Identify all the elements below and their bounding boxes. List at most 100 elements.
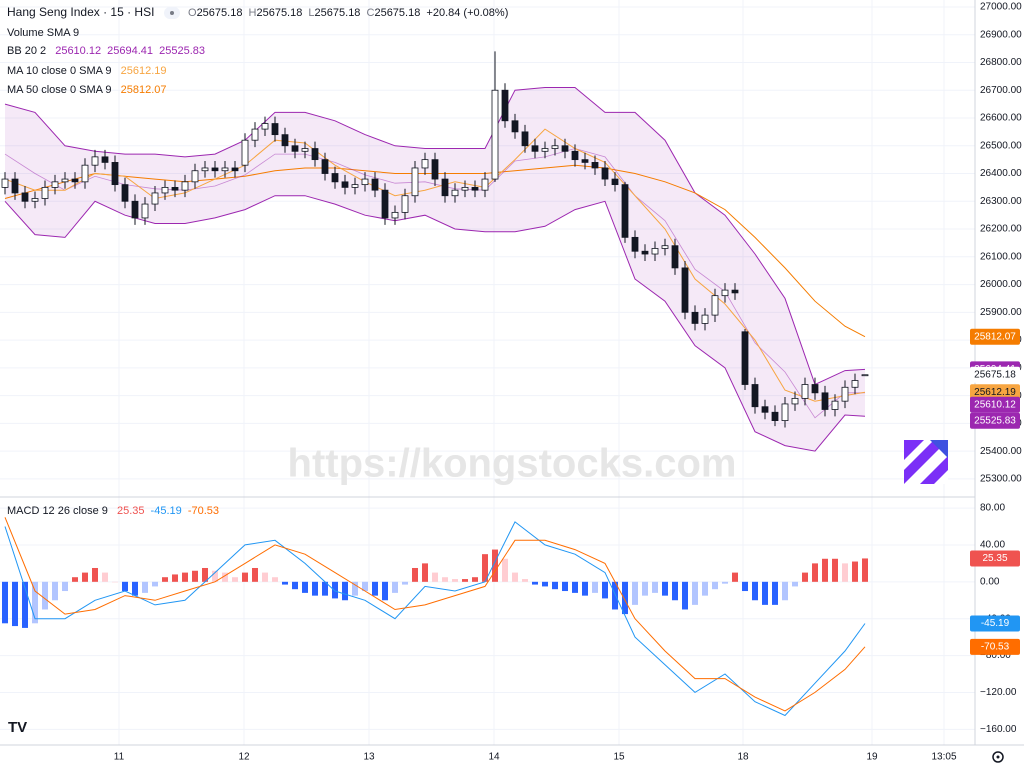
- ma10-label: MA 10 close 0 SMA 9: [7, 65, 112, 77]
- ma50-badge-bg: [970, 328, 1020, 345]
- candle-body: [511, 120, 519, 133]
- candle-body: [781, 403, 789, 421]
- macd-line: [4, 521, 866, 717]
- macd-histogram-bar: [472, 577, 478, 582]
- macd-histogram-bar: [82, 572, 88, 582]
- candle-body: [811, 384, 819, 394]
- candle-body: [351, 184, 359, 188]
- y-tick-label: 26200.00: [980, 224, 1022, 235]
- candle-body: [641, 250, 649, 255]
- candle-body: [201, 167, 209, 172]
- macd-histogram-bar: [292, 581, 298, 590]
- candle-body: [611, 178, 619, 186]
- candle-body: [1, 178, 9, 188]
- candle-body: [331, 173, 339, 183]
- y-tick-label: 27000.00: [980, 2, 1022, 13]
- legend-macd: MACD 12 26 close 9 25.35 -45.19 -70.53: [7, 505, 219, 517]
- candle-body: [101, 156, 109, 163]
- candle-body: [421, 159, 429, 169]
- macd-histogram-bar: [2, 581, 8, 624]
- macd-histogram-bar: [732, 572, 738, 582]
- macd-histogram-bar: [202, 567, 208, 582]
- candle-body: [341, 181, 349, 188]
- y-tick-label: 40.00: [980, 540, 1005, 551]
- macd-histogram-bar: [182, 572, 188, 582]
- candle-body: [441, 178, 449, 197]
- x-tick-label: 18: [737, 752, 749, 763]
- macd-histogram-bar: [862, 558, 868, 582]
- candle-body: [411, 167, 419, 197]
- legend-ma10: MA 10 close 0 SMA 9 25612.19: [7, 65, 167, 77]
- candle-body: [771, 411, 779, 421]
- macd-histogram-bar: [332, 581, 338, 599]
- candle-body: [41, 186, 49, 199]
- bb-lower: [4, 195, 866, 452]
- bb-basis-badge-bg: [970, 396, 1020, 413]
- settings-icon[interactable]: [992, 751, 1004, 763]
- l-value: 25675.18: [315, 7, 361, 19]
- macd-histogram-bar: [612, 581, 618, 610]
- signal-line: [4, 517, 866, 712]
- macd-histogram-bar: [592, 581, 598, 593]
- candle-body: [551, 145, 559, 149]
- macd-histogram-bar: [822, 558, 828, 582]
- macd-hist-value: 25.35: [117, 505, 145, 517]
- bb-lower-value: 25525.83: [159, 45, 205, 57]
- eye-icon[interactable]: [164, 7, 180, 19]
- x-tick-label: 13: [363, 752, 375, 763]
- macd-histogram-bar: [482, 554, 488, 582]
- macd-histogram-bar: [262, 572, 268, 582]
- candle-body: [241, 139, 249, 166]
- candle-body: [831, 400, 839, 410]
- macd-histogram-bar: [492, 549, 498, 582]
- candle-body: [91, 156, 99, 166]
- candle-body: [291, 145, 299, 152]
- candle-body: [301, 148, 309, 152]
- macd-histogram-bar: [522, 579, 528, 582]
- x-tick-label: 14: [488, 752, 500, 763]
- candle-body: [571, 150, 579, 161]
- candle-body: [261, 123, 269, 130]
- macd-histogram-bar: [562, 581, 568, 592]
- tv-logo[interactable]: TV: [8, 719, 27, 736]
- last-price-badge: 25675.18: [974, 369, 1016, 380]
- bb-basis: [4, 148, 865, 419]
- y-tick-label: 26300.00: [980, 196, 1022, 207]
- candle-body: [31, 198, 39, 202]
- candle-body: [191, 170, 199, 183]
- macd-histogram-bar: [812, 563, 818, 582]
- x-tick-label: 13:05: [931, 752, 956, 763]
- macd-histogram-bar: [692, 581, 698, 605]
- candle-body: [251, 128, 259, 141]
- x-tick-label: 12: [238, 752, 250, 763]
- ma10-value: 25612.19: [121, 65, 167, 77]
- macd-value: -45.19: [151, 505, 182, 517]
- y-tick-label: 26100.00: [980, 251, 1022, 262]
- candle-body: [451, 189, 459, 197]
- macd-histogram-bar: [832, 558, 838, 582]
- candle-body: [861, 374, 869, 377]
- candle-body: [761, 406, 769, 413]
- macd-histogram-bar: [462, 579, 468, 582]
- macd-histogram-bar: [282, 581, 288, 585]
- macd-histogram-bar: [122, 581, 128, 592]
- legend-ohlc: O25675.18 H25675.18 L25675.18 C25675.18 …: [188, 7, 508, 19]
- ma10-badge: 25612.19: [974, 387, 1016, 398]
- candle-body: [561, 145, 569, 152]
- candle-body: [501, 89, 509, 122]
- x-tick-label: 11: [114, 752, 125, 763]
- candle-body: [741, 331, 749, 385]
- candle-body: [321, 159, 329, 174]
- macd-histogram-bar: [572, 581, 578, 593]
- legend-volume: Volume SMA 9: [7, 27, 79, 39]
- macd-histogram-bar: [142, 581, 148, 593]
- candle-body: [651, 248, 659, 255]
- macd-histogram-bar: [372, 581, 378, 596]
- macd-histogram-bar: [802, 572, 808, 582]
- candle-body: [111, 162, 119, 186]
- candle-body: [231, 167, 239, 172]
- macd-histogram-bar: [642, 581, 648, 596]
- macd-histogram-bar: [512, 572, 518, 582]
- candle-body: [531, 145, 539, 152]
